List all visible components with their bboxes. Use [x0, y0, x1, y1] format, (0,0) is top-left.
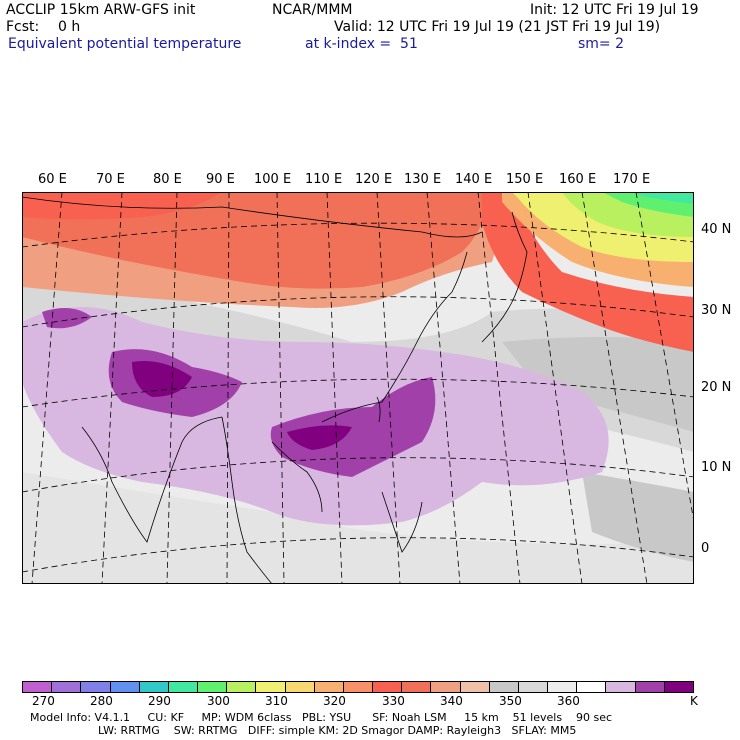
colorbar-swatch	[431, 682, 461, 692]
lat-label: 0	[701, 541, 710, 556]
lat-label: 30 N	[701, 303, 732, 318]
colorbar-swatch	[343, 682, 374, 692]
coastlines	[22, 196, 528, 584]
colorbar-tick: 340	[440, 694, 463, 708]
grey-patch-east	[582, 472, 694, 562]
china-coast	[321, 251, 468, 423]
colorbar-tick: 310	[265, 694, 288, 708]
colorbar-swatch	[635, 682, 665, 692]
colorbar-swatch	[548, 682, 578, 692]
colorbar-tick: 290	[148, 694, 171, 708]
smoothing-info: sm= 2	[578, 36, 625, 52]
colorbar-swatch	[577, 682, 607, 692]
colorbar-tick: 350	[499, 694, 522, 708]
colorbar-tick: 270	[32, 694, 55, 708]
lon-label: 160 E	[559, 172, 597, 187]
colorbar-swatch	[664, 682, 693, 692]
lon-label: 60 E	[38, 172, 67, 187]
lon-label: 100 E	[254, 172, 292, 187]
colorbar-swatch	[139, 682, 169, 692]
taiwan-coast	[376, 396, 381, 423]
lon-label: 170 E	[613, 172, 651, 187]
lon-label: 90 E	[206, 172, 235, 187]
colorbar-swatch	[256, 682, 286, 692]
red-bright	[22, 192, 222, 220]
colorbar-swatch	[489, 682, 519, 692]
india-coast	[81, 416, 223, 543]
colorbar-swatch	[198, 682, 228, 692]
valid-time: Valid: 12 UTC Fri 19 Jul 19 (21 JST Fri …	[334, 19, 661, 35]
colorbar-swatch	[285, 682, 315, 692]
colorbar	[22, 681, 694, 693]
model-title: ACCLIP 15km ARW-GFS init	[6, 2, 196, 18]
colorbar-swatch	[460, 682, 490, 692]
border-north	[22, 196, 483, 238]
map-frame	[22, 192, 694, 584]
colorbar-swatch	[227, 682, 257, 692]
colorbar-swatch	[606, 682, 636, 692]
colorbar-tick: 360	[557, 694, 580, 708]
darkpurple-india	[132, 361, 192, 397]
colorbar-tick: 320	[323, 694, 346, 708]
colorbar-swatch	[52, 682, 82, 692]
model-info-line1: Model Info: V4.1.1 CU: KF MP: WDM 6class…	[30, 711, 613, 724]
org-label: NCAR/MMM	[272, 2, 353, 18]
lon-label: 150 E	[506, 172, 544, 187]
field-name: Equivalent potential temperature	[8, 36, 242, 52]
lon-label: 110 E	[305, 172, 343, 187]
grey-band-dark	[502, 337, 694, 432]
philippines-coast	[381, 491, 423, 553]
darkpurple-sea	[287, 425, 352, 450]
purple-west	[42, 308, 92, 329]
colorbar-swatch	[373, 682, 403, 692]
purple-sea	[270, 377, 436, 477]
model-info-line2: LW: RRTMG SW: RRTMG DIFF: simple KM: 2D …	[98, 724, 577, 737]
lat-label: 20 N	[701, 380, 732, 395]
colorbar-swatch	[168, 682, 199, 692]
colorbar-unit: K	[690, 694, 698, 708]
lat-label: 40 N	[701, 222, 732, 237]
colorbar-swatch	[314, 682, 344, 692]
fcst-value: 0 h	[58, 19, 81, 35]
lon-label: 80 E	[153, 172, 182, 187]
colorbar-tick: 300	[207, 694, 230, 708]
colorbar-swatch	[81, 682, 111, 692]
red-east	[482, 192, 694, 352]
level-info: at k-index = 51	[305, 36, 418, 52]
lon-label: 140 E	[455, 172, 493, 187]
graticule	[22, 192, 694, 584]
teal-ne	[632, 192, 694, 204]
fcst-label: Fcst:	[6, 19, 40, 35]
lon-label: 70 E	[96, 172, 125, 187]
lon-label: 120 E	[355, 172, 393, 187]
malay-coast	[221, 416, 273, 584]
colorbar-tick: 330	[382, 694, 405, 708]
theta-e-map	[22, 192, 694, 584]
init-time: Init: 12 UTC Fri 19 Jul 19	[530, 2, 699, 18]
lon-label: 130 E	[404, 172, 442, 187]
japan-coast	[481, 211, 528, 343]
lower-grey	[22, 472, 694, 584]
colorbar-swatch	[110, 682, 140, 692]
indochina-coast	[271, 441, 323, 513]
colorbar-swatch	[23, 682, 53, 692]
colorbar-swatch	[518, 682, 549, 692]
colorbar-swatch	[402, 682, 432, 692]
lat-label: 10 N	[701, 460, 732, 475]
colorbar-tick: 280	[90, 694, 113, 708]
